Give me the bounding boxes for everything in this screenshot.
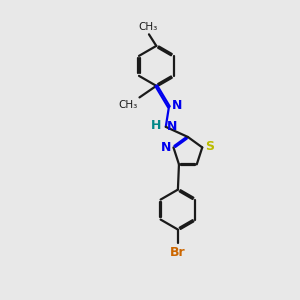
Text: H: H	[151, 119, 161, 132]
Text: N: N	[160, 141, 171, 154]
Text: CH₃: CH₃	[138, 22, 158, 32]
Text: N: N	[172, 99, 182, 112]
Text: N: N	[167, 120, 177, 134]
Text: Br: Br	[170, 246, 186, 259]
Text: CH₃: CH₃	[118, 100, 138, 110]
Text: S: S	[206, 140, 214, 153]
